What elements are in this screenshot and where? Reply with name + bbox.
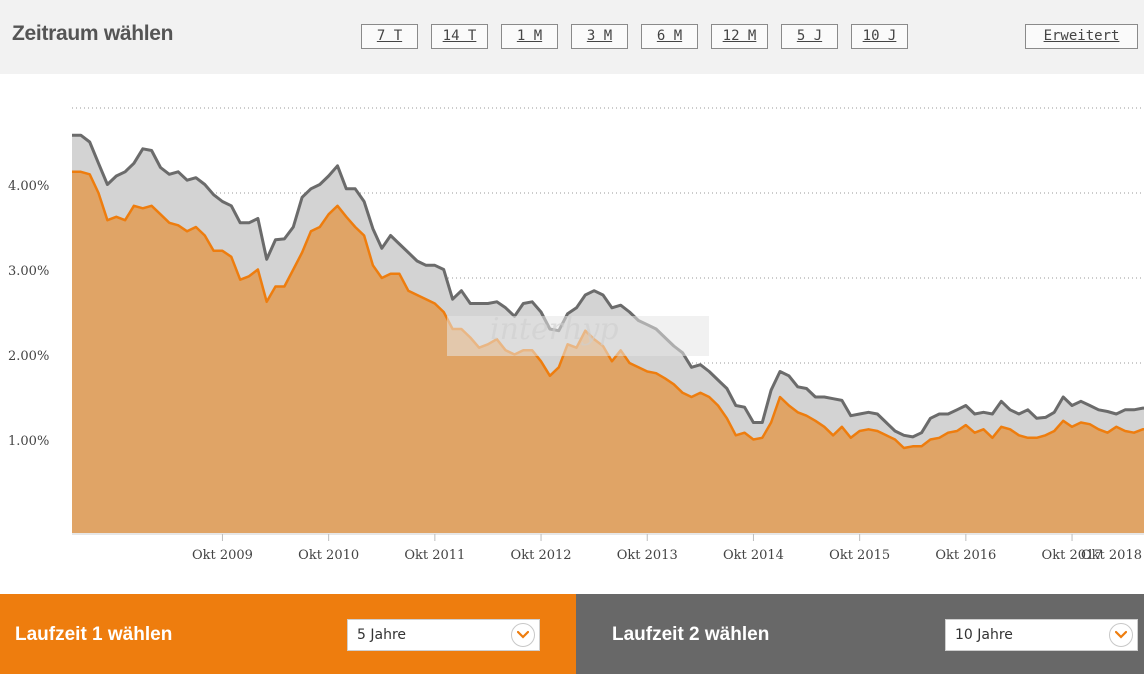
series-1-area	[72, 171, 1144, 533]
range-button-1m[interactable]: 1 M	[501, 24, 558, 49]
x-tick-label: Okt 2017	[1042, 548, 1103, 563]
range-button-5j[interactable]: 5 J	[781, 24, 838, 49]
range-button-14t[interactable]: 14 T	[431, 24, 488, 49]
y-tick-label: 2.00%	[8, 349, 49, 364]
watermark-logo: interhyp	[490, 312, 619, 347]
period-toolbar: Zeitraum wählen 7 T 14 T 1 M 3 M 6 M 12 …	[0, 0, 1144, 74]
x-tick-label: Okt 2009	[192, 548, 253, 563]
chevron-down-icon[interactable]	[511, 623, 535, 647]
series-2-line	[72, 133, 1144, 439]
axis-layer: 1.00% 2.00% 3.00% 4.00% Okt 2009 Okt 2010 Okt …	[8, 179, 1144, 563]
term1-panel: Laufzeit 1 wählen 5 Jahre	[0, 594, 576, 674]
x-tick-label: Okt 2015	[829, 548, 890, 563]
x-tick-label: Okt 2010	[298, 548, 359, 563]
range-button-7t[interactable]: 7 T	[361, 24, 418, 49]
x-tick-label: Okt 2011	[404, 548, 465, 563]
chevron-down-icon[interactable]	[1109, 623, 1133, 647]
x-tick-label: Okt 2018	[1081, 548, 1142, 563]
term2-select-value: 10 Jahre	[955, 627, 1013, 643]
range-button-6m[interactable]: 6 M	[641, 24, 698, 49]
term1-select-value: 5 Jahre	[357, 627, 406, 643]
x-tick-label: Okt 2012	[511, 548, 572, 563]
y-tick-label: 3.00%	[8, 264, 49, 279]
term2-panel: Laufzeit 2 wählen 10 Jahre	[576, 594, 1144, 674]
period-title: Zeitraum wählen	[12, 22, 174, 45]
range-button-3m[interactable]: 3 M	[571, 24, 628, 49]
term1-select[interactable]: 5 Jahre	[347, 619, 540, 651]
range-button-12m[interactable]: 12 M	[711, 24, 768, 49]
watermark-box	[447, 316, 709, 356]
range-button-10j[interactable]: 10 J	[851, 24, 908, 49]
interest-rate-chart: 1.00% 2.00% 3.00% 4.00% Okt 2009 Okt 2010 Okt …	[0, 74, 1144, 594]
x-tick-label: Okt 2014	[723, 548, 784, 563]
series-1-line	[72, 170, 1144, 450]
term2-label: Laufzeit 2 wählen	[612, 624, 770, 645]
term2-select[interactable]: 10 Jahre	[945, 619, 1138, 651]
y-tick-label: 4.00%	[8, 179, 49, 194]
advanced-button[interactable]: Erweitert	[1025, 24, 1138, 49]
y-tick-label: 1.00%	[8, 434, 49, 449]
x-tick-label: Okt 2013	[617, 548, 678, 563]
x-tick-label: Okt 2016	[935, 548, 996, 563]
term1-label: Laufzeit 1 wählen	[15, 624, 173, 645]
